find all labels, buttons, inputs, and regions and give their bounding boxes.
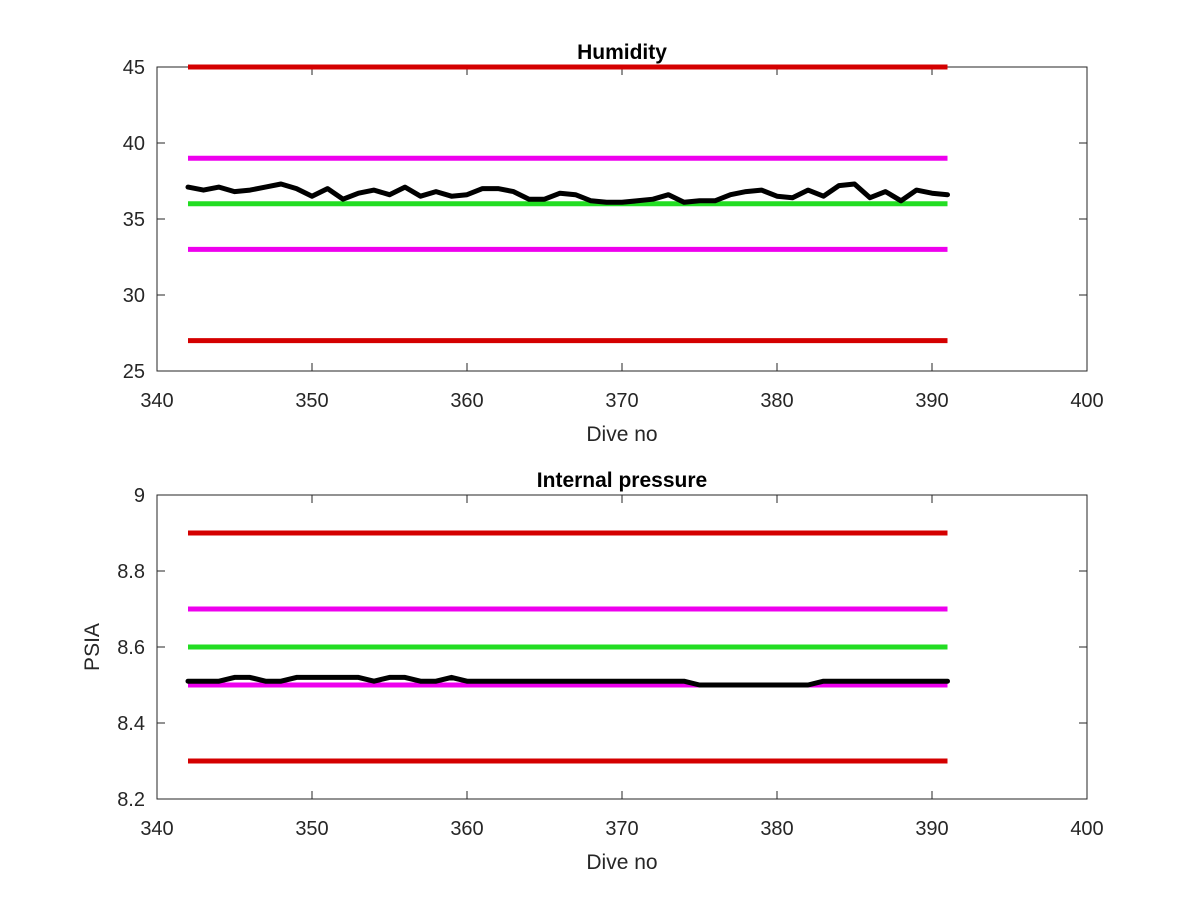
subplot-2: 340 350 360 370 380 390 400 8.2 8.4 8.6 8.8 9 Intern… (81, 469, 1104, 874)
x-tick-label: 340 (140, 390, 173, 412)
y-tick-label: 8.2 (117, 789, 145, 811)
y-tick-label: 25 (123, 361, 145, 383)
y-tick-label: 35 (123, 209, 145, 231)
y-tick-label: 40 (123, 133, 145, 155)
x-tick-label: 380 (760, 390, 793, 412)
x-tick-label: 400 (1070, 818, 1103, 840)
y-tick-label: 8.4 (117, 713, 145, 735)
x-tick-label: 340 (140, 818, 173, 840)
x-tick-label: 370 (605, 818, 638, 840)
x-tick-label: 380 (760, 818, 793, 840)
chart-title: Humidity (577, 41, 667, 64)
y-tick-label: 45 (123, 57, 145, 79)
axes-box (156, 66, 1088, 372)
x-tick-label: 370 (605, 390, 638, 412)
y-axis-label: PSIA (81, 623, 104, 671)
y-tick-label: 8.6 (117, 637, 145, 659)
x-tick-label: 350 (295, 818, 328, 840)
chart-title: Internal pressure (537, 469, 707, 492)
x-axis-label: Dive no (586, 851, 657, 874)
x-tick-label: 400 (1070, 390, 1103, 412)
y-tick-label: 9 (134, 485, 145, 507)
x-axis-label: Dive no (586, 423, 657, 446)
y-tick-label: 8.8 (117, 561, 145, 583)
y-tick-label: 30 (123, 285, 145, 307)
x-tick-label: 350 (295, 390, 328, 412)
x-tick-label: 360 (450, 818, 483, 840)
subplot-1: 340 350 360 370 380 390 400 25 30 35 40 45 Humidity D… (123, 41, 1104, 446)
data-series-line (185, 181, 950, 205)
x-tick-label: 360 (450, 390, 483, 412)
x-tick-label: 390 (915, 818, 948, 840)
data-series-line (185, 674, 950, 688)
x-tick-label: 390 (915, 390, 948, 412)
